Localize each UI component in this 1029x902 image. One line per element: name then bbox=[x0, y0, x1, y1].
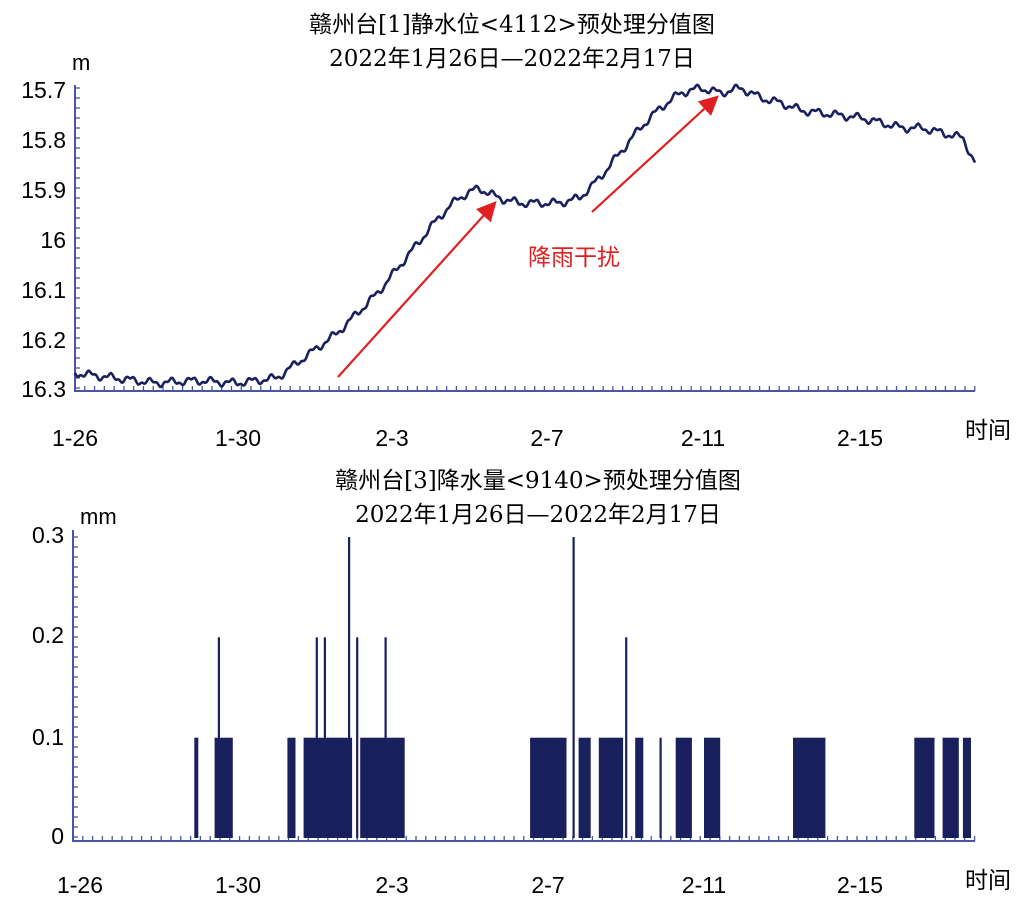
precipitation-bar bbox=[194, 737, 199, 838]
precipitation-y-ticks: 0.3 0.2 0.1 0 bbox=[32, 522, 64, 849]
precipitation-bar bbox=[675, 737, 692, 838]
precipitation-bar bbox=[287, 737, 296, 838]
x-tick-label: 2-7 bbox=[530, 425, 563, 451]
rain-interference-arrow-1 bbox=[337, 201, 497, 378]
y-tick-label: 16 bbox=[40, 227, 66, 253]
precipitation-bar bbox=[625, 637, 628, 838]
water-level-minor-ticks bbox=[74, 87, 976, 391]
x-tick-label: 2-11 bbox=[682, 872, 726, 898]
precipitation-bar bbox=[356, 637, 359, 838]
precipitation-y-unit: mm bbox=[80, 504, 117, 529]
y-tick-label: 0.1 bbox=[32, 724, 64, 750]
precipitation-bar bbox=[360, 737, 405, 838]
rain-interference-arrow-2 bbox=[591, 95, 719, 213]
precipitation-bar bbox=[598, 737, 624, 838]
water-level-subtitle: 2022年1月26日—2022年2月17日 bbox=[329, 46, 695, 72]
precipitation-bar bbox=[942, 737, 959, 838]
y-tick-label: 15.7 bbox=[21, 77, 66, 103]
precipitation-bar bbox=[214, 737, 233, 838]
x-tick-label: 1-26 bbox=[52, 425, 98, 451]
y-tick-label: 16.2 bbox=[21, 327, 66, 353]
x-tick-label: 1-26 bbox=[57, 872, 103, 898]
precipitation-bar bbox=[323, 637, 326, 838]
water-level-chart: 赣州台[1]静水位<4112>预处理分值图 2022年1月26日—2022年2月… bbox=[21, 12, 1011, 451]
precipitation-bar bbox=[704, 737, 721, 838]
precipitation-x-axis-label: 时间 bbox=[965, 867, 1011, 893]
x-tick-label: 2-15 bbox=[837, 425, 883, 451]
precipitation-x-ticks: 1-26 1-30 2-3 2-7 2-11 2-15 bbox=[57, 872, 883, 898]
precipitation-subtitle: 2022年1月26日—2022年2月17日 bbox=[355, 502, 721, 528]
x-tick-label: 1-30 bbox=[215, 425, 261, 451]
precipitation-bar bbox=[315, 637, 318, 838]
precipitation-bar bbox=[914, 737, 935, 838]
precipitation-bar bbox=[793, 737, 826, 838]
precipitation-title: 赣州台[3]降水量<9140>预处理分值图 bbox=[335, 468, 741, 494]
precipitation-bar bbox=[578, 737, 591, 838]
precipitation-bar bbox=[530, 737, 567, 838]
water-level-title: 赣州台[1]静水位<4112>预处理分值图 bbox=[309, 12, 715, 38]
precipitation-bars bbox=[194, 537, 971, 838]
water-level-y-unit: m bbox=[72, 50, 90, 75]
x-tick-label: 1-30 bbox=[215, 872, 261, 898]
x-tick-label: 2-11 bbox=[681, 425, 725, 451]
water-level-y-ticks: 15.7 15.8 15.9 16 16.1 16.2 16.3 bbox=[21, 77, 66, 402]
water-level-series-line bbox=[73, 83, 977, 389]
y-tick-label: 15.8 bbox=[21, 127, 66, 153]
precipitation-bar bbox=[572, 537, 575, 838]
x-tick-label: 2-3 bbox=[375, 425, 408, 451]
water-level-x-axis-label: 时间 bbox=[965, 417, 1011, 443]
precipitation-bar bbox=[962, 737, 971, 838]
precipitation-bar bbox=[348, 537, 351, 838]
precipitation-bar bbox=[635, 737, 644, 838]
precipitation-bar bbox=[217, 637, 220, 838]
x-tick-label: 2-3 bbox=[375, 872, 408, 898]
y-tick-label: 15.9 bbox=[21, 177, 66, 203]
y-tick-label: 0.2 bbox=[32, 622, 64, 648]
y-tick-label: 16.1 bbox=[21, 277, 66, 303]
y-tick-label: 0 bbox=[51, 823, 64, 849]
precipitation-minor-ticks bbox=[72, 536, 976, 841]
y-tick-label: 16.3 bbox=[21, 376, 66, 402]
rain-interference-label: 降雨干扰 bbox=[528, 245, 620, 271]
y-tick-label: 0.3 bbox=[32, 522, 64, 548]
precipitation-chart: 赣州台[3]降水量<9140>预处理分值图 2022年1月26日—2022年2月… bbox=[32, 468, 1011, 898]
precipitation-bar bbox=[659, 737, 662, 838]
precipitation-bar bbox=[303, 737, 353, 838]
water-level-x-ticks: 1-26 1-30 2-3 2-7 2-11 2-15 bbox=[52, 425, 883, 451]
precipitation-bar bbox=[384, 637, 387, 838]
x-tick-label: 2-7 bbox=[531, 872, 564, 898]
x-tick-label: 2-15 bbox=[837, 872, 883, 898]
